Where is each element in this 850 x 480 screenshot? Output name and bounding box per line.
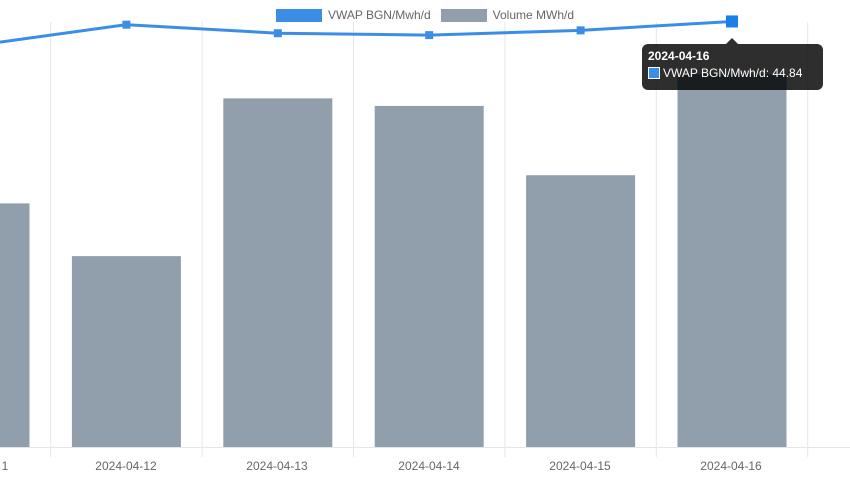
volume-bar[interactable] xyxy=(677,74,787,448)
legend-label-volume: Volume MWh/d xyxy=(492,8,575,22)
x-axis-labels: 1 2024-04-12 2024-04-13 2024-04-14 2024-… xyxy=(2,459,762,473)
legend-item-vwap[interactable]: VWAP BGN/Mwh/d xyxy=(275,8,431,22)
tooltip-title: 2024-04-16 xyxy=(648,49,710,63)
volume-bar[interactable] xyxy=(71,256,181,447)
line-layer xyxy=(0,19,733,44)
point-layer xyxy=(122,15,738,40)
x-tick-label: 2024-04-16 xyxy=(700,459,762,473)
volume-bar[interactable] xyxy=(0,203,30,447)
x-tick-label: 2024-04-15 xyxy=(549,459,611,473)
vwap-line xyxy=(0,19,733,44)
chart-tooltip: 2024-04-16 VWAP BGN/Mwh/d: 44.84 xyxy=(642,38,823,90)
volume-bar[interactable] xyxy=(374,105,484,448)
x-tick-label: 2024-04-14 xyxy=(398,459,460,473)
legend-label-vwap: VWAP BGN/Mwh/d xyxy=(327,8,431,22)
bar-layer xyxy=(0,74,787,448)
vwap-point[interactable] xyxy=(425,31,434,40)
legend-swatch-vwap xyxy=(275,8,322,22)
volume-bar[interactable] xyxy=(526,175,636,447)
tooltip-row: VWAP BGN/Mwh/d: 44.84 xyxy=(648,66,817,80)
vwap-point[interactable] xyxy=(576,26,585,35)
chart-legend: VWAP BGN/Mwh/d Volume MWh/d xyxy=(0,8,850,22)
vwap-point[interactable] xyxy=(122,20,131,29)
x-tick-label: 2024-04-12 xyxy=(95,459,157,473)
x-tick-label: 1 xyxy=(2,459,9,473)
legend-swatch-volume xyxy=(440,8,487,22)
legend-item-volume[interactable]: Volume MWh/d xyxy=(440,8,575,22)
vwap-point[interactable] xyxy=(273,29,282,38)
volume-bar[interactable] xyxy=(223,98,333,447)
tooltip-label: VWAP BGN/Mwh/d: 44.84 xyxy=(663,66,803,80)
x-tick-label: 2024-04-13 xyxy=(246,459,308,473)
tooltip-swatch xyxy=(648,67,660,79)
vwap-point[interactable] xyxy=(726,15,738,28)
grid-layer xyxy=(0,22,850,457)
